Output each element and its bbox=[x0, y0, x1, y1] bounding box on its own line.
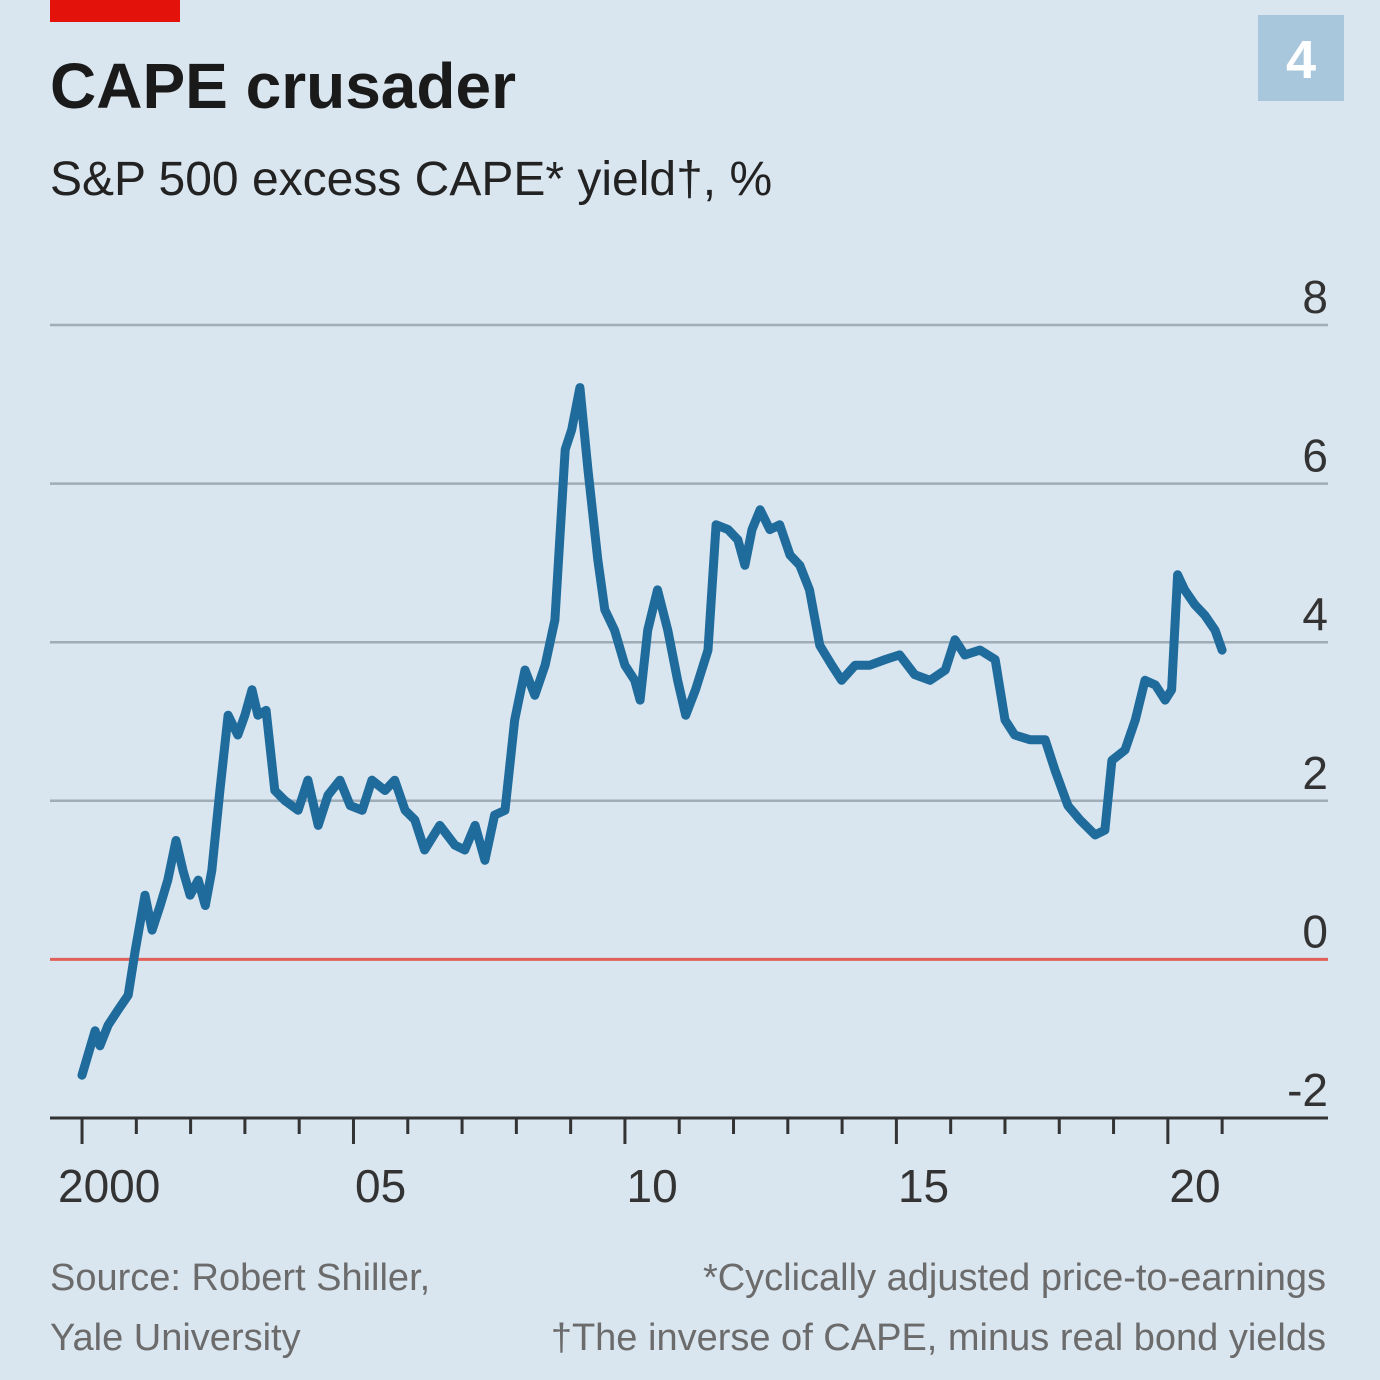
chart-subtitle: S&P 500 excess CAPE* yield†, % bbox=[50, 153, 772, 206]
badge-box bbox=[1258, 15, 1344, 101]
x-tick-label: 20 bbox=[1169, 1160, 1220, 1212]
source: Source: Robert Shiller, bbox=[50, 1257, 430, 1299]
y-tick-label: 2 bbox=[1302, 747, 1328, 799]
x-tick-label: 2000 bbox=[58, 1160, 160, 1212]
y-tick-label: 8 bbox=[1302, 271, 1328, 323]
x-tick-label: 10 bbox=[626, 1160, 677, 1212]
y-tick-label: 6 bbox=[1302, 430, 1328, 482]
y-tick-label: -2 bbox=[1287, 1064, 1328, 1116]
y-tick-label: 0 bbox=[1302, 905, 1328, 957]
y-tick-label: 4 bbox=[1302, 588, 1328, 640]
footnote: †The inverse of CAPE, minus real bond yi… bbox=[551, 1317, 1326, 1359]
badge: 4 bbox=[1286, 30, 1316, 90]
source: Yale University bbox=[50, 1317, 301, 1359]
x-tick-label: 05 bbox=[355, 1160, 406, 1212]
data-line bbox=[77, 383, 1227, 1080]
x-tick-label: 15 bbox=[898, 1160, 949, 1212]
footnote: *Cyclically adjusted price-to-earnings bbox=[703, 1257, 1326, 1299]
chart-title: CAPE crusader bbox=[50, 50, 516, 122]
red-tag bbox=[50, 0, 180, 22]
